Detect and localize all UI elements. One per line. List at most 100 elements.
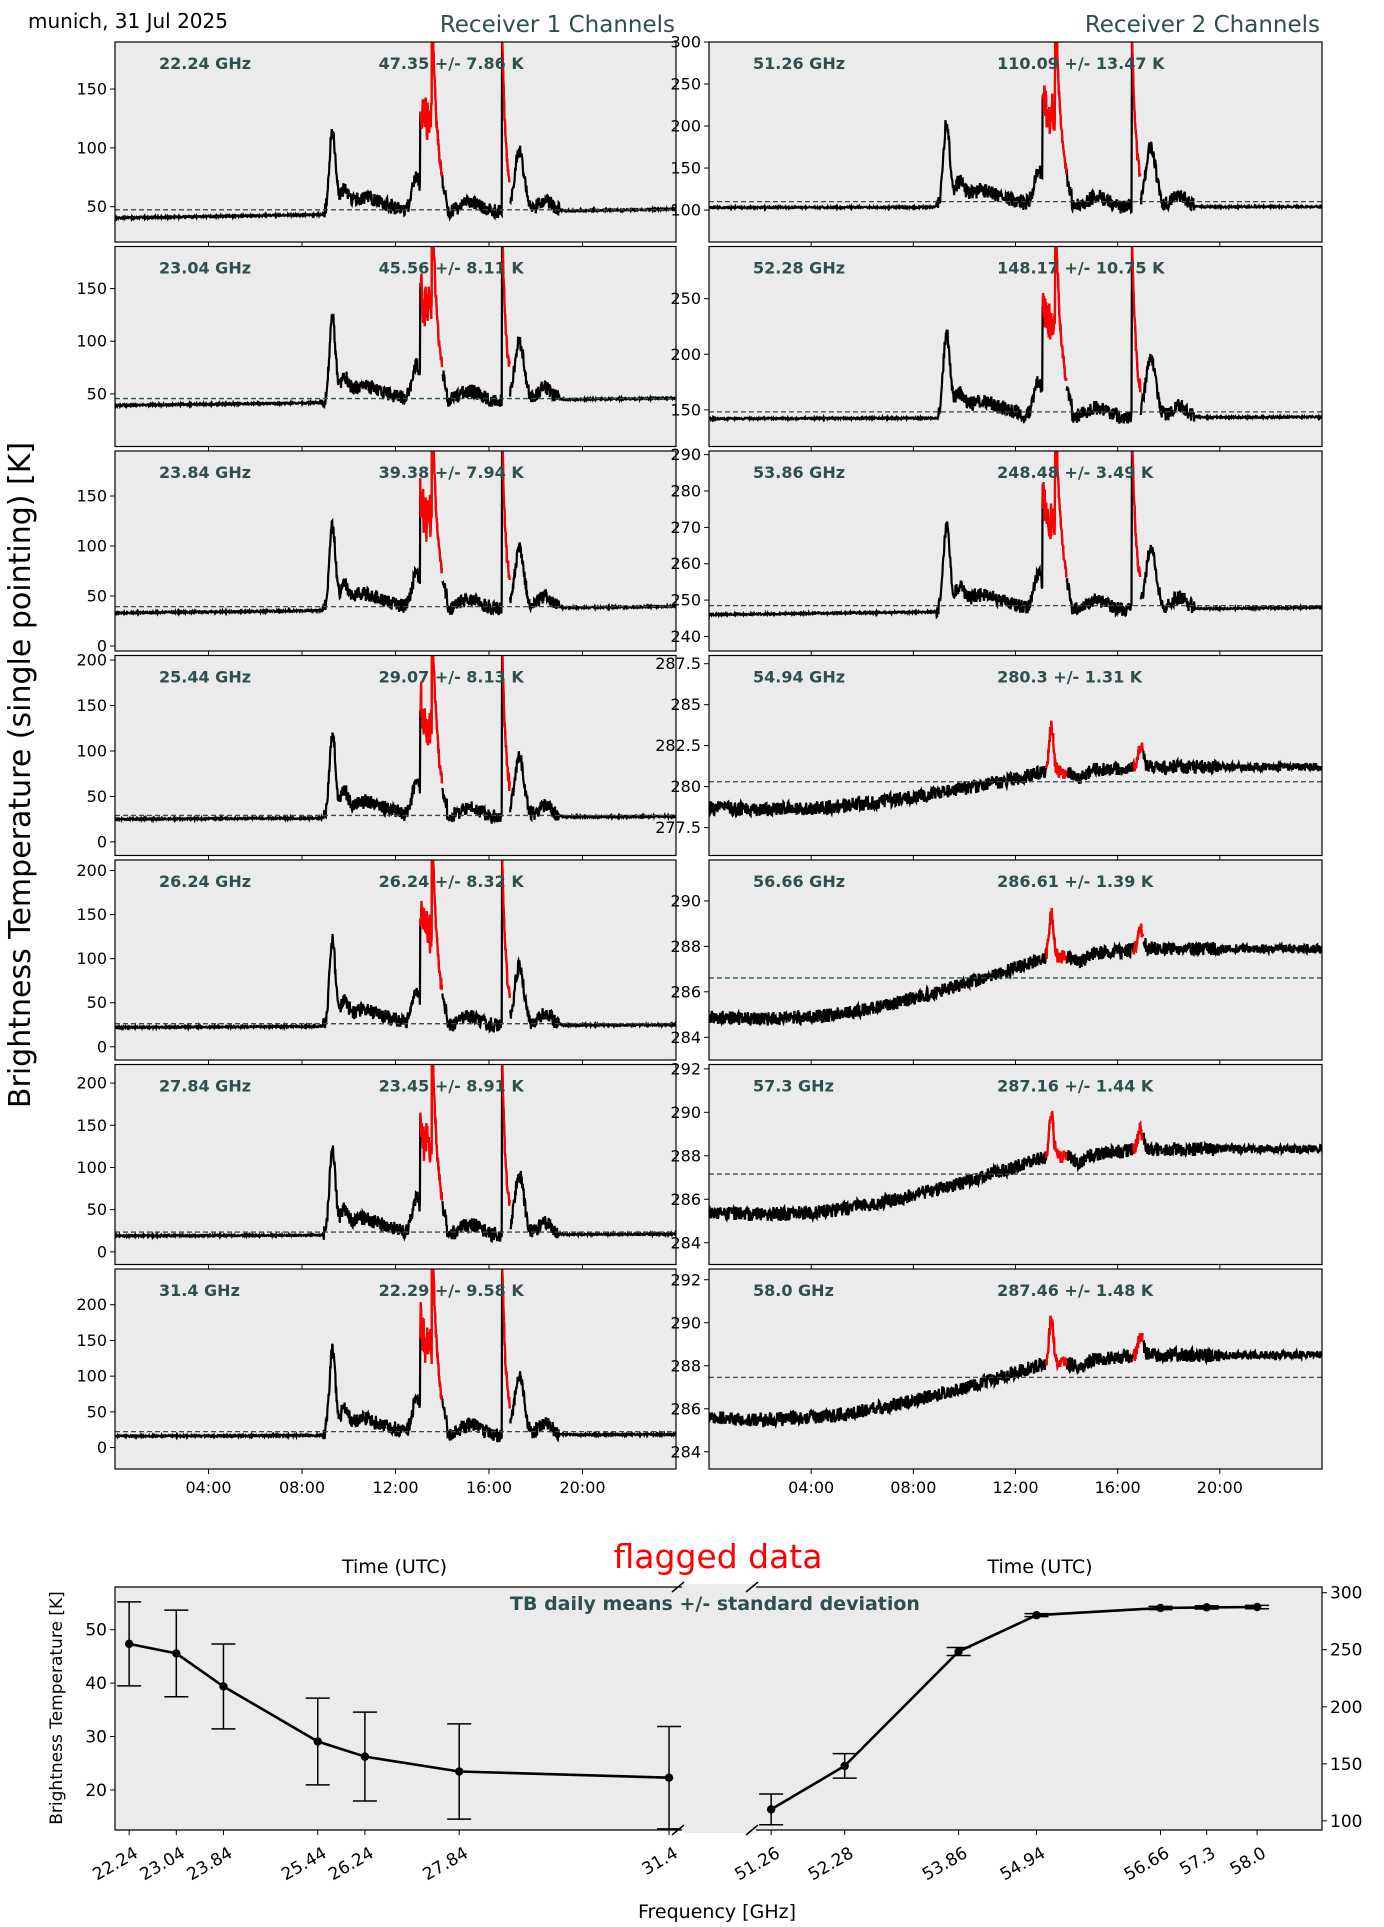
channel-frequency-label: 52.28 GHz bbox=[753, 259, 845, 278]
y-tick-label: 100 bbox=[670, 201, 701, 220]
x-axis-title-receiver-2: Time (UTC) bbox=[986, 1556, 1092, 1578]
x-tick-label: 16:00 bbox=[1095, 1478, 1141, 1497]
x-tick-label: 04:00 bbox=[788, 1478, 834, 1497]
y-tick-label: 100 bbox=[76, 741, 107, 760]
x-tick-label: 04:00 bbox=[185, 1478, 231, 1497]
frequency-tick-label: 25.44 bbox=[278, 1843, 330, 1885]
flagged-series-line bbox=[419, 42, 511, 183]
channel-panel: 0 50 100 150 200 27.84 GHz 23.45 +/- 8.91 K bbox=[76, 1063, 677, 1270]
channel-frequency-label: 53.86 GHz bbox=[753, 463, 845, 482]
frequency-tick-label: 56.66 bbox=[1121, 1843, 1173, 1885]
panel-background bbox=[709, 655, 1322, 856]
channel-stat-label: 110.09 +/- 13.47 K bbox=[997, 54, 1165, 73]
channel-frequency-label: 26.24 GHz bbox=[159, 872, 251, 891]
y-tick-label: 50 bbox=[87, 384, 107, 403]
y-tick-label: 286 bbox=[670, 982, 701, 1001]
plot-area bbox=[709, 1110, 1322, 1224]
channel-panel: 284 286 288 290 56.66 GHz 286.61 +/- 1.39 K bbox=[670, 859, 1323, 1065]
channel-frequency-label: 56.66 GHz bbox=[753, 872, 845, 891]
daily-means-chart: TB daily means +/- standard deviation Bri… bbox=[47, 1581, 1362, 1923]
y-tick-label: 284 bbox=[670, 1028, 701, 1047]
y-tick-label: 288 bbox=[670, 1356, 701, 1375]
channel-frequency-label: 31.4 GHz bbox=[159, 1281, 240, 1300]
plot-area bbox=[709, 720, 1322, 819]
flagged-series-line bbox=[1045, 1110, 1144, 1164]
flagged-series-line bbox=[1041, 42, 1142, 177]
channel-stat-label: 148.17 +/- 10.75 K bbox=[997, 259, 1165, 278]
y-tick-label: 200 bbox=[76, 1295, 107, 1314]
plot-area bbox=[115, 42, 676, 223]
y-tick-label: 100 bbox=[76, 138, 107, 157]
channel-frequency-label: 57.3 GHz bbox=[753, 1077, 834, 1096]
channel-panel: 100 150 200 250 300 51.26 GHz 110.09 +/- 13.47… bbox=[670, 33, 1323, 247]
y-tick-label: 270 bbox=[670, 518, 701, 537]
frequency-tick-label: 31.4 bbox=[639, 1843, 682, 1879]
series-line bbox=[709, 1315, 1322, 1430]
frequency-tick-label: 23.84 bbox=[184, 1843, 236, 1885]
plot-area bbox=[115, 1269, 676, 1443]
axis-break-mark bbox=[745, 1824, 759, 1836]
mean-point bbox=[360, 1752, 370, 1761]
plot-area bbox=[115, 1064, 676, 1244]
channel-panel: 50 100 150 22.24 GHz 47.35 +/- 7.86 K bbox=[76, 41, 677, 247]
channel-frequency-label: 51.26 GHz bbox=[753, 54, 845, 73]
mean-point bbox=[124, 1639, 134, 1649]
panel-background bbox=[709, 860, 1322, 1060]
x-axis-title-receiver-1: Time (UTC) bbox=[341, 1556, 447, 1578]
y-tick-label: 50 bbox=[87, 787, 107, 806]
y-tick-label: 200 bbox=[76, 651, 107, 670]
y-tick-label: 150 bbox=[1330, 1755, 1362, 1775]
channel-panel: 0 50 100 150 200 25.44 GHz 29.07 +/- 8.13 K bbox=[76, 651, 677, 861]
y-tick-label: 290 bbox=[670, 891, 701, 910]
channel-stat-label: 248.48 +/- 3.49 K bbox=[997, 463, 1154, 482]
channel-frequency-label: 22.24 GHz bbox=[159, 54, 251, 73]
y-tick-label: 100 bbox=[76, 949, 107, 968]
channel-stat-label: 280.3 +/- 1.31 K bbox=[997, 668, 1143, 687]
channel-stat-label: 286.61 +/- 1.39 K bbox=[997, 872, 1154, 891]
mean-point bbox=[455, 1767, 464, 1776]
y-tick-label: 150 bbox=[76, 905, 107, 924]
series-line bbox=[115, 42, 676, 223]
y-tick-label: 150 bbox=[76, 696, 107, 715]
y-tick-label: 150 bbox=[670, 400, 701, 419]
mean-point bbox=[664, 1773, 674, 1782]
y-tick-label: 0 bbox=[97, 637, 107, 656]
mean-point bbox=[219, 1682, 228, 1691]
y-tick-label: 250 bbox=[670, 289, 701, 308]
y-tick-label: 292 bbox=[670, 1059, 701, 1078]
mean-point bbox=[313, 1737, 322, 1746]
y-tick-label: 285 bbox=[670, 695, 701, 714]
y-tick-label: 300 bbox=[1330, 1584, 1362, 1604]
channel-stat-label: 39.38 +/- 7.94 K bbox=[379, 463, 525, 482]
frequency-tick-label: 26.24 bbox=[325, 1843, 377, 1885]
time-series-panels: 50 100 150 22.24 GHz 47.35 +/- 7.86 K 50 100 15… bbox=[76, 33, 1323, 1497]
series-line bbox=[115, 1269, 676, 1443]
y-tick-label: 280 bbox=[670, 482, 701, 501]
channel-stat-label: 22.29 +/- 9.58 K bbox=[379, 1281, 525, 1300]
axis-break-gap bbox=[682, 1584, 756, 1833]
summary-x-axis-title: Frequency [GHz] bbox=[638, 1901, 796, 1923]
channel-frequency-label: 25.44 GHz bbox=[159, 668, 251, 687]
y-tick-label: 150 bbox=[76, 80, 107, 99]
y-axis-title: Brightness Temperature (single pointing)… bbox=[3, 442, 38, 1108]
y-tick-label: 100 bbox=[76, 332, 107, 351]
series-line bbox=[709, 1110, 1322, 1224]
summary-title: TB daily means +/- standard deviation bbox=[510, 1593, 920, 1615]
date-location-text: munich, 31 Jul 2025 bbox=[28, 9, 228, 33]
y-tick-label: 0 bbox=[97, 1037, 107, 1056]
panel-background bbox=[115, 451, 676, 651]
y-tick-label: 150 bbox=[76, 279, 107, 298]
mean-point bbox=[840, 1761, 849, 1771]
y-tick-label: 240 bbox=[670, 627, 701, 646]
channel-stat-label: 47.35 +/- 7.86 K bbox=[379, 54, 525, 73]
y-tick-label: 100 bbox=[76, 1158, 107, 1177]
x-tick-label: 20:00 bbox=[1197, 1478, 1243, 1497]
panel-background bbox=[115, 655, 676, 856]
plot-area bbox=[709, 42, 1322, 215]
mean-point bbox=[954, 1647, 963, 1656]
x-tick-label: 12:00 bbox=[992, 1478, 1038, 1497]
flagged-series-line bbox=[419, 246, 511, 368]
y-tick-label: 200 bbox=[670, 345, 701, 364]
x-tick-label: 16:00 bbox=[466, 1478, 512, 1497]
